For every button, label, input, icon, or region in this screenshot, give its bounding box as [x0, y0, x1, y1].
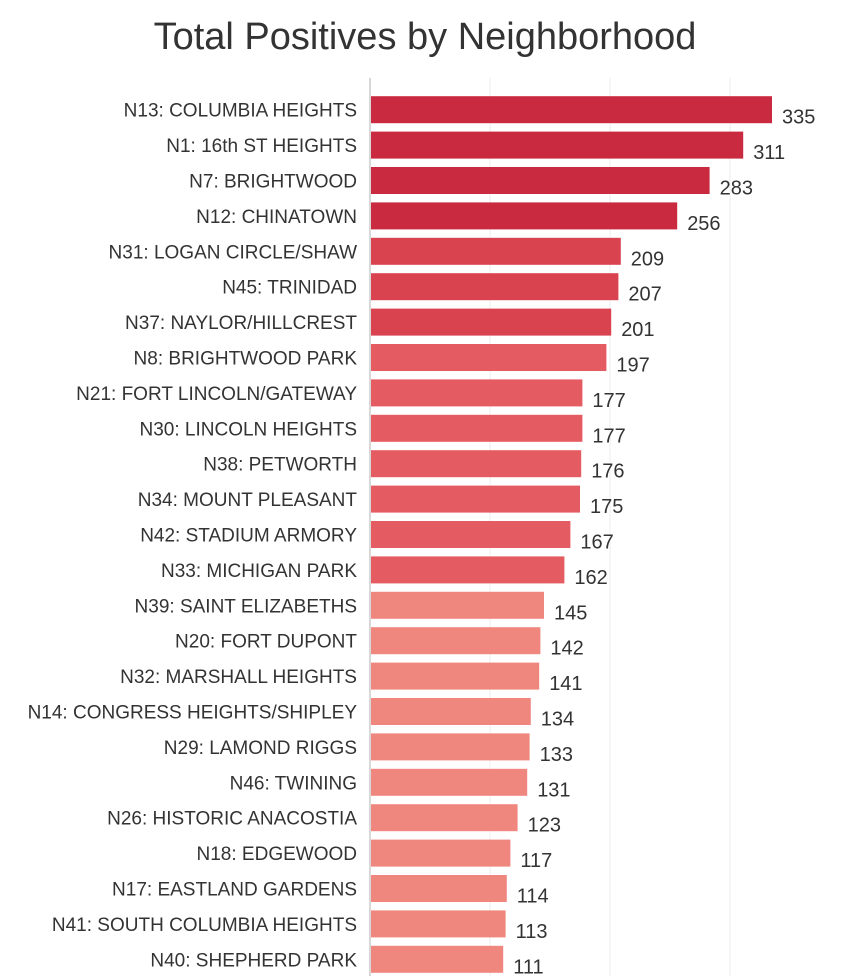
value-label: 131 — [537, 779, 570, 801]
category-label: N30: LINCOLN HEIGHTS — [140, 419, 358, 440]
value-label: 256 — [687, 213, 720, 235]
value-label: 335 — [782, 107, 815, 129]
category-label: N13: COLUMBIA HEIGHTS — [124, 101, 357, 122]
bar — [371, 167, 710, 194]
value-label: 175 — [590, 496, 623, 518]
category-label: N20: FORT DUPONT — [175, 632, 357, 653]
category-label: N40: SHEPHERD PARK — [150, 950, 357, 971]
value-label: 142 — [550, 638, 583, 660]
value-label: 123 — [528, 815, 561, 837]
bar — [371, 414, 583, 442]
value-label: 162 — [574, 567, 607, 589]
category-label: N26: HISTORIC ANACOSTIA — [107, 809, 357, 830]
category-label: N29: LAMOND RIGGS — [164, 738, 357, 759]
value-label: 283 — [720, 178, 753, 200]
bar — [371, 96, 772, 124]
category-label: N32: MARSHALL HEIGHTS — [120, 667, 357, 688]
bars — [371, 96, 772, 973]
value-label: 167 — [580, 532, 613, 554]
bar — [371, 839, 511, 867]
bar — [371, 344, 607, 371]
value-label: 113 — [516, 921, 548, 943]
category-label: N17: EASTLAND GARDENS — [112, 880, 357, 901]
value-label: 145 — [554, 602, 587, 624]
category-labels: N13: COLUMBIA HEIGHTS N1: 16th ST HEIGHTS… — [28, 101, 358, 972]
value-label: 134 — [541, 709, 574, 731]
bar — [371, 237, 621, 265]
value-label: 114 — [517, 886, 549, 908]
value-label: 177 — [592, 390, 625, 412]
value-label: 141 — [549, 673, 582, 695]
bar — [371, 698, 531, 725]
category-label: N39: SAINT ELIZABETHS — [135, 596, 357, 617]
category-label: N14: CONGRESS HEIGHTS/SHIPLEY — [28, 703, 358, 724]
category-label: N46: TWINING — [230, 773, 357, 794]
category-label: N7: BRIGHTWOOD — [189, 172, 357, 193]
bar — [371, 733, 530, 761]
bar — [371, 945, 504, 973]
category-label: N21: FORT LINCOLN/GATEWAY — [76, 384, 357, 405]
value-label: 311 — [753, 142, 785, 164]
category-label: N42: STADIUM ARMORY — [140, 526, 357, 547]
value-label: 177 — [592, 425, 625, 447]
category-label: N45: TRINIDAD — [222, 278, 357, 299]
category-label: N1: 16th ST HEIGHTS — [166, 136, 357, 157]
bar — [371, 662, 540, 690]
category-label: N31: LOGAN CIRCLE/SHAW — [109, 242, 358, 263]
value-label: 209 — [631, 248, 664, 270]
value-label: 207 — [628, 284, 661, 306]
category-label: N38: PETWORTH — [203, 455, 357, 476]
category-label: N41: SOUTH COLUMBIA HEIGHTS — [52, 915, 357, 936]
bar — [371, 450, 582, 478]
chart-title: Total Positives by Neighborhood — [153, 16, 697, 58]
bar — [371, 202, 678, 230]
bar — [371, 591, 544, 619]
bar — [371, 308, 612, 336]
bar — [371, 768, 528, 796]
bar — [371, 485, 580, 513]
category-label: N33: MICHIGAN PARK — [161, 561, 357, 582]
bar — [371, 273, 619, 301]
bar — [371, 875, 507, 902]
category-label: N18: EDGEWOOD — [197, 844, 357, 865]
bar — [371, 521, 571, 548]
bar — [371, 131, 744, 159]
category-label: N37: NAYLOR/HILLCREST — [125, 313, 357, 334]
category-label: N12: CHINATOWN — [196, 207, 357, 228]
category-label: N8: BRIGHTWOOD PARK — [134, 349, 358, 370]
bar — [371, 627, 541, 655]
bar — [371, 556, 565, 584]
value-label: 133 — [540, 744, 573, 766]
bar — [371, 910, 506, 938]
value-label: 201 — [621, 319, 654, 341]
category-label: N34: MOUNT PLEASANT — [138, 490, 358, 511]
value-label: 111 — [513, 956, 543, 976]
value-label: 117 — [520, 850, 552, 872]
bar — [371, 804, 518, 832]
value-label: 197 — [616, 355, 649, 377]
bar — [371, 379, 583, 407]
value-label: 176 — [591, 461, 624, 483]
